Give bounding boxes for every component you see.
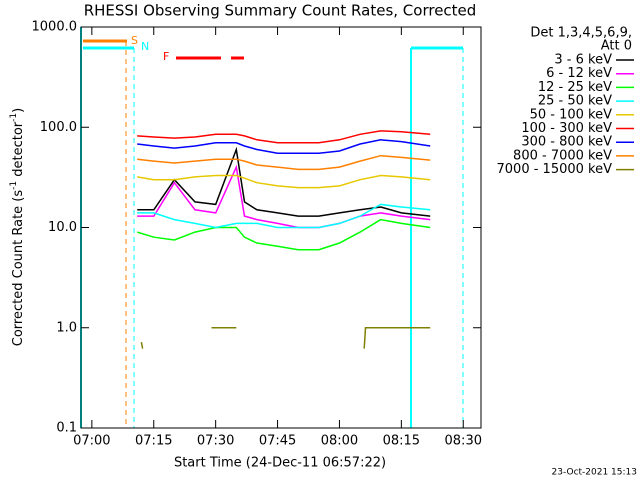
legend-label: 800 - 7000 keV: [513, 148, 612, 163]
y-label-sup: -1: [9, 181, 19, 190]
legend-label: 300 - 800 keV: [521, 135, 612, 150]
series-line: [137, 146, 431, 217]
legend-label: 6 - 12 keV: [546, 66, 612, 81]
flag-label: F: [163, 50, 169, 63]
y-tick-label: 1.0: [56, 320, 77, 335]
legend-title: Att 0: [601, 39, 632, 54]
x-tick-label: 07:15: [135, 434, 172, 449]
y-tick-label: 0.1: [56, 421, 77, 436]
flag-label: N: [141, 40, 149, 53]
series-line: [137, 139, 431, 155]
series-line: [137, 130, 431, 144]
legend-label: 12 - 25 keV: [538, 80, 612, 95]
x-axis-label: Start Time (24-Dec-11 06:57:22): [174, 456, 386, 471]
y-label-part: ): [11, 108, 26, 113]
series-line: [140, 327, 431, 349]
legend-label: 7000 - 15000 keV: [497, 162, 613, 177]
y-tick-label: 100.0: [40, 120, 77, 135]
x-tick-label: 08:00: [321, 434, 358, 449]
x-tick-label: 07:30: [197, 434, 234, 449]
y-axis-label: Corrected Count Rate (s-1 detector-1): [9, 108, 26, 346]
x-tick-label: 07:45: [259, 434, 296, 449]
footer: 23-Oct-2021 15:13: [552, 468, 637, 478]
y-label-sup: -1: [9, 113, 19, 122]
series-line: [137, 164, 431, 229]
series-line: [136, 218, 431, 251]
x-tick-label: 08:30: [445, 434, 482, 449]
y-tick-label: 10.0: [48, 220, 77, 235]
flag-bars: [80, 27, 464, 428]
y-label-part: detector: [11, 121, 26, 181]
legend-label: 25 - 50 keV: [538, 94, 612, 109]
flag-label: S: [131, 34, 138, 47]
legend-title: Det 1,3,4,5,6,9,: [530, 26, 632, 41]
y-label-part: Corrected Count Rate (s: [11, 190, 26, 347]
chart-title: RHESSI Observing Summary Count Rates, Co…: [84, 2, 477, 20]
x-tick-label: 07:00: [73, 434, 110, 449]
legend-label: 100 - 300 keV: [521, 121, 612, 136]
legend-label: 3 - 6 keV: [554, 53, 612, 68]
y-tick-label: 1000.0: [32, 20, 78, 35]
series-line: [137, 203, 431, 229]
x-tick-label: 08:15: [383, 434, 420, 449]
series-line: [137, 154, 431, 171]
legend-label: 50 - 100 keV: [530, 107, 613, 122]
series-line: [137, 174, 431, 189]
